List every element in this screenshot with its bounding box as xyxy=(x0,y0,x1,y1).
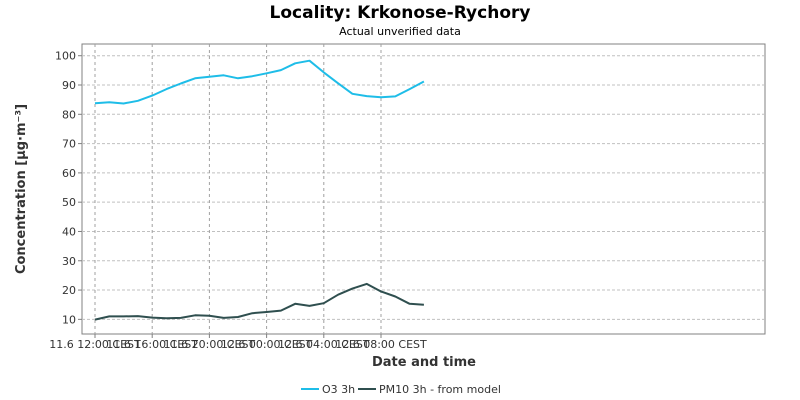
y-tick-label: 10 xyxy=(62,313,76,326)
y-tick-label: 50 xyxy=(62,196,76,209)
plot-area xyxy=(81,43,766,335)
x-axis-label: Date and time xyxy=(372,355,476,370)
x-tick-label: 12.6 00:00 CEST xyxy=(221,338,313,351)
series-line-pm10 xyxy=(94,282,424,321)
x-tick-label: 11.6 20:00 CEST xyxy=(164,338,256,351)
y-tick-label: 100 xyxy=(55,50,76,63)
y-tick-label: 20 xyxy=(62,284,76,297)
series-lines xyxy=(94,59,425,321)
chart-title: Locality: Krkonose-Rychory xyxy=(270,3,531,23)
legend-label-pm10: PM10 3h - from model xyxy=(379,383,501,396)
x-tick-label: 12.6 04:00 CEST xyxy=(278,338,370,351)
y-tick-label: 70 xyxy=(62,138,76,151)
x-tick-label: 12.6 08:00 CEST xyxy=(335,338,427,351)
y-tick-label: 60 xyxy=(62,167,76,180)
legend-label-o3: O3 3h xyxy=(322,383,355,396)
series-line-o3 xyxy=(94,59,425,105)
y-axis-ticks: 10 20 30 40 50 60 70 80 90 100 xyxy=(55,50,82,326)
x-tick-label: 11.6 12:00 CEST xyxy=(49,338,141,351)
y-axis-label: Concentration [µg·m⁻³] xyxy=(14,104,29,274)
y-tick-label: 90 xyxy=(62,79,76,92)
chart-subtitle: Actual unverified data xyxy=(339,25,461,38)
y-tick-label: 40 xyxy=(62,225,76,238)
y-tick-label: 30 xyxy=(62,255,76,268)
x-tick-label: 11.6 16:00 CEST xyxy=(106,338,198,351)
grid xyxy=(82,44,765,334)
legend: O3 3h PM10 3h - from model xyxy=(301,383,501,396)
y-tick-label: 80 xyxy=(62,108,76,121)
